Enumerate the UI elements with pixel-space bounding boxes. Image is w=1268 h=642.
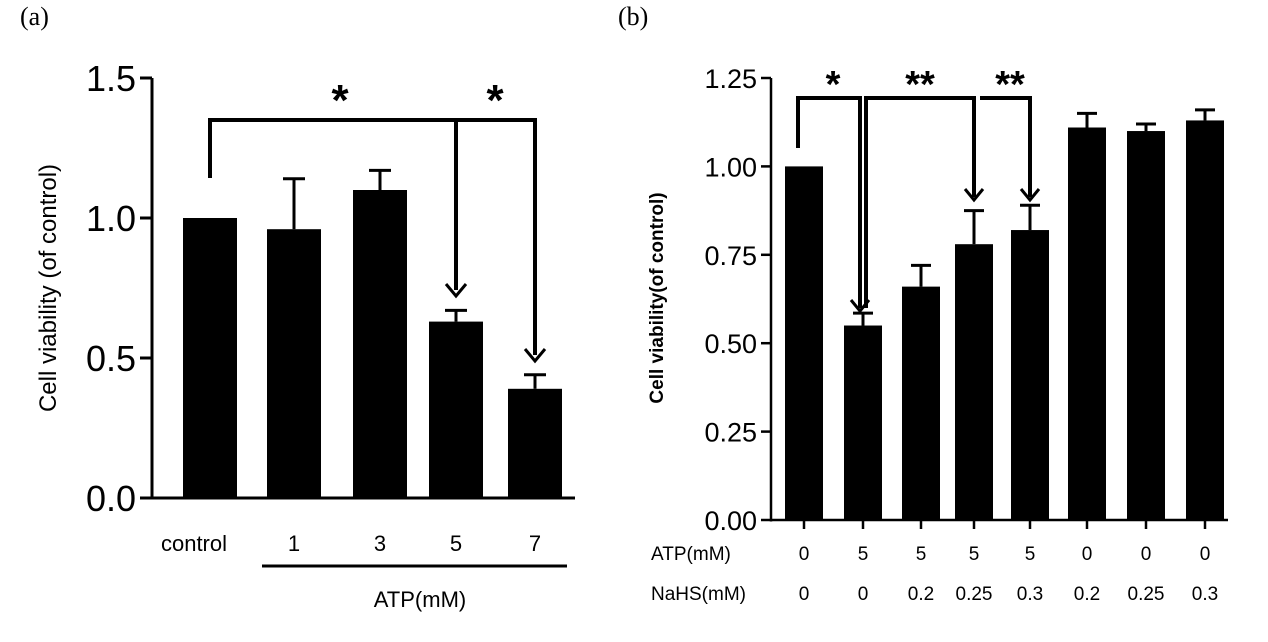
b-significance-label: ** bbox=[905, 64, 935, 106]
a-y-tick-label: 0.5 bbox=[86, 338, 136, 379]
a-y-tick-label: 1.0 bbox=[86, 198, 136, 239]
b-factor-value: 5 bbox=[969, 544, 980, 565]
b-factor-value: 0 bbox=[1141, 544, 1152, 565]
b-bar bbox=[785, 166, 823, 520]
a-bar bbox=[429, 321, 483, 498]
panel-a-label: (a) bbox=[20, 2, 49, 31]
b-factor-value: 0 bbox=[1200, 544, 1211, 565]
b-factor-value: 0 bbox=[858, 584, 869, 605]
b-factor-value: 0 bbox=[1082, 544, 1093, 565]
b-factor-value: 0.25 bbox=[956, 584, 993, 605]
a-significance-bracket bbox=[208, 118, 458, 290]
a-significance-label: * bbox=[486, 76, 504, 125]
a-bar bbox=[183, 218, 237, 498]
a-bracket-arrow bbox=[444, 283, 468, 299]
a-bar bbox=[508, 388, 562, 498]
b-factor-value: 5 bbox=[1025, 544, 1036, 565]
b-significance-label: * bbox=[826, 64, 841, 106]
b-bracket-arrow bbox=[963, 188, 985, 203]
b-factor-value: 0.25 bbox=[1128, 584, 1165, 605]
b-y-tick-label: 0.00 bbox=[704, 506, 757, 536]
a-significance-label: * bbox=[331, 76, 349, 125]
a-x-axis-label: ATP(mM) bbox=[374, 587, 466, 612]
b-bracket-arrow bbox=[849, 299, 871, 314]
a-y-tick-label: 1.5 bbox=[86, 58, 136, 99]
b-significance-label: ** bbox=[995, 64, 1025, 106]
a-bar bbox=[353, 190, 407, 498]
a-bar bbox=[267, 229, 321, 498]
b-factor-row-label: NaHS(mM) bbox=[651, 584, 746, 605]
b-y-axis-label: Cell viability(of control) bbox=[647, 192, 668, 403]
b-factor-row-label: ATP(mM) bbox=[651, 544, 731, 565]
b-bar bbox=[955, 244, 993, 520]
b-significance-bracket bbox=[864, 96, 976, 308]
b-bracket-arrow bbox=[1019, 188, 1041, 203]
a-y-tick-label: 0.0 bbox=[86, 478, 136, 519]
b-y-tick-label: 0.75 bbox=[704, 241, 757, 271]
b-y-tick-label: 0.25 bbox=[704, 418, 757, 448]
b-bar bbox=[1011, 230, 1049, 520]
b-bar bbox=[844, 325, 882, 520]
b-bar bbox=[1127, 131, 1165, 521]
a-x-tick-label: 5 bbox=[450, 531, 462, 556]
a-x-tick-label: 3 bbox=[374, 531, 386, 556]
b-factor-value: 0 bbox=[799, 584, 810, 605]
b-bar bbox=[902, 286, 940, 520]
b-bar bbox=[1186, 120, 1224, 520]
panel-b-label: (b) bbox=[618, 2, 649, 31]
b-y-tick-label: 0.50 bbox=[704, 329, 757, 359]
b-bar bbox=[1068, 127, 1106, 520]
b-factor-value: 0.2 bbox=[908, 584, 934, 605]
b-factor-value: 5 bbox=[916, 544, 927, 565]
b-y-tick-label: 1.00 bbox=[704, 152, 757, 182]
b-significance-bracket bbox=[796, 96, 862, 308]
b-factor-value: 0.2 bbox=[1074, 584, 1100, 605]
a-x-tick-label: control bbox=[161, 531, 227, 556]
a-x-tick-label: 1 bbox=[288, 531, 300, 556]
a-bracket-arrow bbox=[523, 348, 547, 364]
a-y-axis-label: Cell viability (of control) bbox=[35, 164, 62, 412]
b-factor-value: 0.3 bbox=[1017, 584, 1043, 605]
a-x-tick-label: 7 bbox=[529, 531, 541, 556]
b-factor-value: 5 bbox=[858, 544, 869, 565]
b-factor-value: 0.3 bbox=[1192, 584, 1218, 605]
b-significance-bracket bbox=[980, 96, 1032, 197]
a-significance-bracket bbox=[456, 118, 537, 355]
b-factor-value: 0 bbox=[799, 544, 810, 565]
b-y-tick-label: 1.25 bbox=[704, 64, 757, 94]
